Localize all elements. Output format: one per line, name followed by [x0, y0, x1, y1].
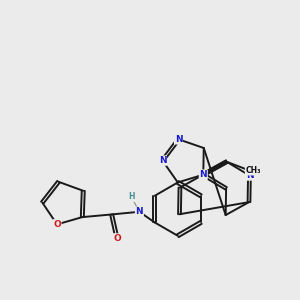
Text: O: O — [53, 220, 61, 229]
Text: N: N — [136, 207, 143, 216]
Text: N: N — [175, 135, 182, 144]
Text: H: H — [128, 192, 135, 201]
Text: CH₃: CH₃ — [245, 166, 261, 175]
Text: N: N — [200, 170, 207, 179]
Text: N: N — [159, 156, 166, 165]
Text: O: O — [113, 234, 121, 243]
Text: N: N — [246, 171, 253, 180]
